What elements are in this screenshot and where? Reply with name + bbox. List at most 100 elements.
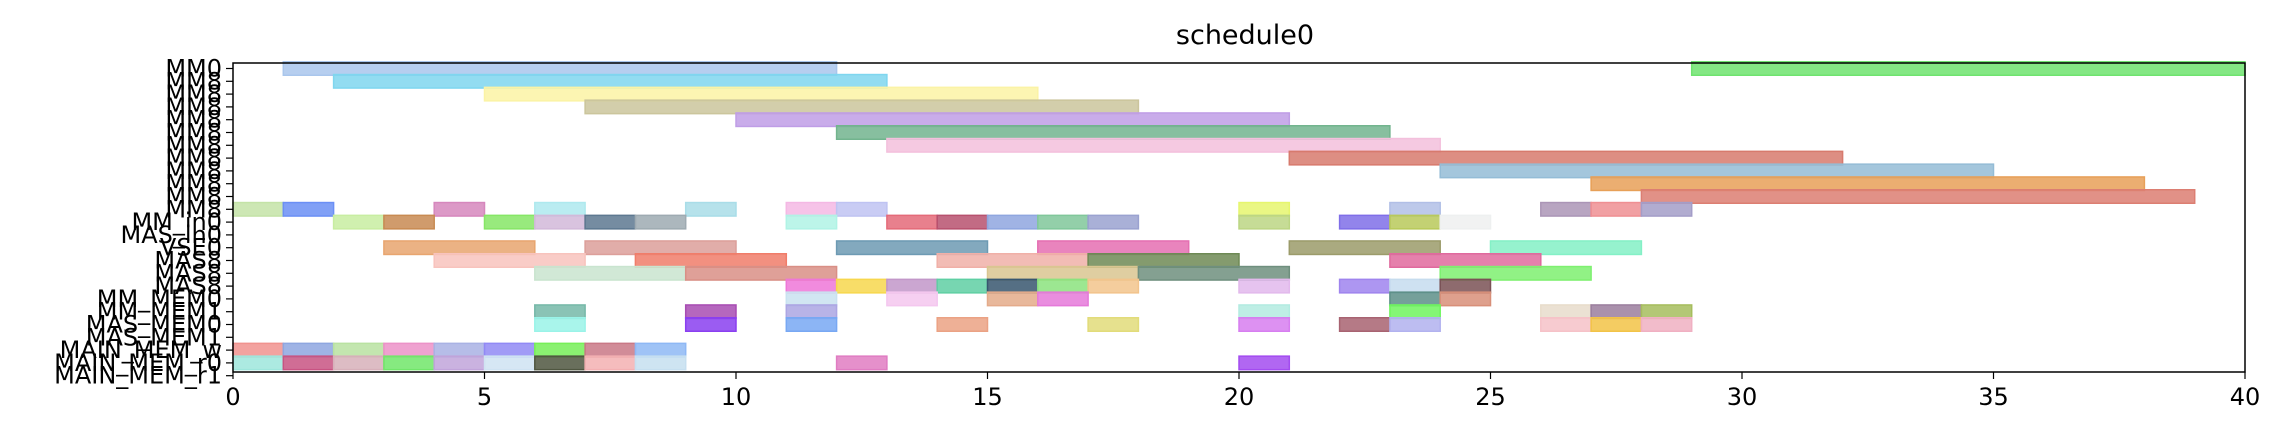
gantt-bar-MAS_MEM0-83 bbox=[785, 317, 838, 332]
gantt-bar-MAS_MEM0-91 bbox=[1640, 317, 1693, 332]
gantt-bar-MAS8-47 bbox=[634, 253, 788, 268]
y-tick-label: MM8 bbox=[165, 93, 222, 121]
gantt-bar-MAS8-66 bbox=[1439, 278, 1492, 294]
gantt-bar-MM8-13 bbox=[282, 201, 335, 217]
gantt-bar-MM8-15 bbox=[534, 201, 586, 217]
gantt-bar-MAS_MEM0-81 bbox=[534, 317, 586, 332]
gantt-bar-MM_MEM0-69 bbox=[986, 291, 1039, 307]
y-tick-label: MM8 bbox=[165, 80, 222, 108]
gantt-bar-MM8-6 bbox=[835, 125, 1391, 140]
gantt-bar-MM8-10 bbox=[1590, 176, 2146, 192]
y-tick-label: MM_in0 bbox=[131, 208, 222, 236]
gantt-bar-MAS8-56 bbox=[785, 278, 838, 294]
bars-layer bbox=[232, 61, 2246, 371]
gantt-bar-MAS8-55 bbox=[1439, 265, 1592, 281]
gantt-bar-MAS8-53 bbox=[986, 265, 1140, 281]
x-tick-label: 5 bbox=[477, 383, 492, 411]
y-tick-label: MM_MEM1 bbox=[97, 298, 222, 326]
gantt-bar-MAS_MEM0-87 bbox=[1338, 317, 1391, 332]
gantt-bar-MM8-19 bbox=[1238, 201, 1291, 217]
gantt-bar-MM_MEM0-72 bbox=[1439, 291, 1492, 307]
x-tick-label: 15 bbox=[972, 383, 1003, 411]
gantt-bar-MAIN_MEM_r0-110 bbox=[835, 355, 888, 371]
y-tick-label: MAS8 bbox=[154, 272, 222, 300]
gantt-bar-MM8-5 bbox=[735, 112, 1291, 128]
y-tick-label: MAS_MEM0 bbox=[86, 311, 222, 339]
gantt-bar-MAS8-65 bbox=[1389, 278, 1441, 294]
gantt-bar-MM_in0-36 bbox=[1238, 214, 1291, 230]
gantt-bar-MAS_MEM0-84 bbox=[936, 317, 989, 332]
gantt-bar-MM8-16 bbox=[684, 201, 737, 217]
gantt-bar-MAIN_MEM_r0-111 bbox=[1238, 355, 1291, 371]
y-tick-label: MAIN_MEM_r0 bbox=[54, 349, 222, 377]
gantt-bar-VSE0-40 bbox=[383, 240, 536, 256]
gantt-bar-MM_MEM1-77 bbox=[1389, 304, 1441, 320]
gantt-bar-MAIN_MEM_r0-101 bbox=[232, 355, 285, 371]
y-tick-label: MAS8 bbox=[154, 247, 222, 275]
y-tick-label: MM8 bbox=[165, 67, 222, 95]
y-tick-label: MM8 bbox=[165, 119, 222, 147]
gantt-bar-MAIN_MEM_w-94 bbox=[332, 342, 385, 358]
gantt-bar-MAIN_MEM_r0-107 bbox=[534, 355, 586, 371]
gantt-bar-VSE0-44 bbox=[1288, 240, 1441, 256]
x-tick-label: 25 bbox=[1475, 383, 1506, 411]
gantt-bar-MAS8-51 bbox=[534, 265, 687, 281]
gantt-bar-MM_in0-31 bbox=[886, 214, 938, 230]
gantt-bar-MM8-20 bbox=[1389, 201, 1441, 217]
gantt-bar-MAIN_MEM_w-100 bbox=[634, 342, 687, 358]
gantt-bar-MM8-2 bbox=[332, 73, 888, 89]
x-tick-label: 35 bbox=[1978, 383, 2009, 411]
gantt-bar-VSE0-41 bbox=[584, 240, 737, 256]
gantt-bar-MM_in0-25 bbox=[383, 214, 435, 230]
gantt-bar-MM_in0-34 bbox=[1037, 214, 1089, 230]
gantt-bar-MAIN_MEM_r0-105 bbox=[433, 355, 486, 371]
gantt-bar-MM_in0-37 bbox=[1338, 214, 1391, 230]
chart-title: schedule0 bbox=[1176, 20, 1314, 51]
gantt-bar-MM8-9 bbox=[1439, 163, 1995, 179]
gantt-bar-MM_MEM1-75 bbox=[785, 304, 838, 320]
gantt-bar-MAIN_MEM_r0-108 bbox=[584, 355, 637, 371]
y-tick-label: MAIN_MEM_w bbox=[60, 336, 222, 364]
gantt-bar-MM8-4 bbox=[584, 99, 1140, 115]
gantt-bar-MAS_MEM0-89 bbox=[1540, 317, 1592, 332]
gantt-bar-MAS_MEM0-88 bbox=[1389, 317, 1441, 332]
gantt-bar-MAS8-48 bbox=[936, 253, 1089, 268]
gantt-bar-MM0-1 bbox=[1690, 61, 2246, 76]
gantt-bar-MAIN_MEM_w-92 bbox=[232, 342, 285, 358]
gantt-bar-MM_MEM1-78 bbox=[1540, 304, 1592, 320]
x-tick-label: 20 bbox=[1224, 383, 1255, 411]
gantt-bar-MM_in0-27 bbox=[534, 214, 586, 230]
y-tick-labels: MM0MM8MM8MM8MM8MM8MM8MM8MM8MM8MM8MM8MM_i… bbox=[54, 55, 233, 390]
gantt-bar-MM_in0-38 bbox=[1389, 214, 1441, 230]
gantt-bar-VSE0-45 bbox=[1489, 240, 1643, 256]
gantt-bar-MM8-11 bbox=[1640, 189, 2196, 204]
gantt-bar-MM_MEM1-76 bbox=[1238, 304, 1291, 320]
y-tick-label: MAIN_MEM_r1 bbox=[54, 362, 222, 390]
gantt-bar-MAIN_MEM_w-93 bbox=[282, 342, 335, 358]
y-tick-label: MM_MEM0 bbox=[97, 285, 222, 313]
plot-frame bbox=[232, 62, 2246, 373]
gantt-bar-MM_MEM0-70 bbox=[1037, 291, 1089, 307]
y-tick-label: MM8 bbox=[165, 157, 222, 185]
gantt-bar-VSE0-42 bbox=[835, 240, 989, 256]
gantt-bar-MM_in0-33 bbox=[986, 214, 1039, 230]
gantt-bar-MAS8-64 bbox=[1338, 278, 1391, 294]
gantt-bar-MM_MEM1-74 bbox=[684, 304, 737, 320]
gantt-bar-MM_in0-39 bbox=[1439, 214, 1492, 230]
gantt-bar-MAS8-57 bbox=[835, 278, 888, 294]
gantt-bar-MAS8-54 bbox=[1137, 265, 1291, 281]
gantt-bar-MAS_MEM0-86 bbox=[1238, 317, 1291, 332]
gantt-bar-MM_MEM0-67 bbox=[785, 291, 838, 307]
gantt-bar-MAS8-59 bbox=[936, 278, 989, 294]
x-tick-label: 0 bbox=[225, 383, 240, 411]
y-tick-label: MM8 bbox=[165, 144, 222, 172]
gantt-bar-MM_in0-32 bbox=[936, 214, 989, 230]
x-tick-label: 40 bbox=[2230, 383, 2261, 411]
gantt-bar-MAIN_MEM_w-98 bbox=[534, 342, 586, 358]
gantt-bar-MAIN_MEM_r0-106 bbox=[483, 355, 536, 371]
gantt-bar-MAS_MEM0-90 bbox=[1590, 317, 1643, 332]
gantt-bar-MM_in0-29 bbox=[634, 214, 687, 230]
gantt-bar-MM8-3 bbox=[483, 86, 1039, 102]
gantt-bar-MAS8-60 bbox=[986, 278, 1039, 294]
